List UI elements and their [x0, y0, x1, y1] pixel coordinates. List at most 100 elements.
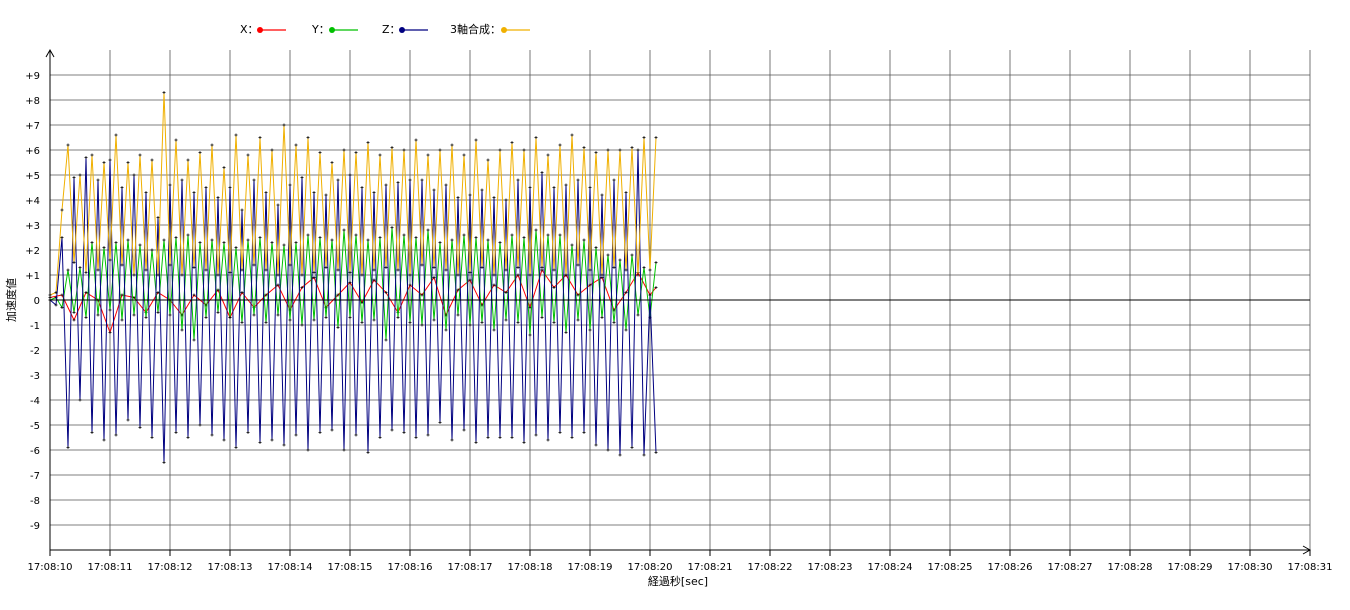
legend-marker	[399, 27, 405, 33]
y-tick-label: -9	[30, 521, 40, 532]
data-point	[408, 321, 412, 324]
data-point	[390, 226, 394, 229]
data-point	[288, 318, 292, 322]
data-point	[582, 238, 586, 242]
data-point	[186, 436, 190, 439]
x-tick-label: 17:08:31	[1288, 562, 1333, 573]
data-point	[588, 283, 592, 287]
data-point	[624, 191, 628, 194]
data-point	[372, 278, 376, 282]
data-point	[534, 228, 538, 232]
data-point	[636, 313, 640, 317]
data-point	[612, 321, 616, 324]
data-point	[330, 161, 334, 164]
data-point	[576, 318, 580, 322]
data-point	[90, 431, 94, 434]
data-point	[84, 316, 88, 319]
data-point	[594, 443, 598, 447]
y-tick-label: -2	[30, 346, 40, 357]
data-point	[108, 258, 112, 262]
data-point	[102, 246, 106, 249]
data-point	[366, 451, 370, 454]
x-tick-label: 17:08:13	[208, 562, 253, 573]
series-layer	[48, 91, 658, 464]
data-point	[582, 146, 586, 149]
data-point	[174, 138, 178, 142]
data-point	[654, 261, 658, 264]
data-point	[390, 146, 394, 149]
data-point	[216, 273, 220, 277]
data-point	[468, 278, 472, 282]
data-point	[354, 233, 358, 237]
data-point	[222, 438, 226, 442]
data-point	[546, 153, 550, 157]
data-point	[180, 328, 184, 332]
data-point	[588, 268, 592, 272]
y-tick-label: +4	[25, 196, 40, 207]
data-point	[366, 238, 370, 242]
data-point	[198, 423, 202, 427]
x-tick-label: 17:08:18	[508, 562, 553, 573]
data-point	[570, 243, 574, 247]
data-point	[114, 241, 118, 244]
data-point	[504, 318, 508, 322]
data-point	[546, 233, 550, 237]
data-point	[252, 263, 256, 267]
data-point	[474, 236, 478, 239]
data-point	[258, 441, 262, 444]
data-point	[420, 293, 424, 297]
data-point	[60, 208, 64, 212]
data-point	[642, 453, 646, 457]
data-point	[72, 311, 76, 314]
data-point	[528, 333, 532, 337]
legend-item: Y：	[311, 23, 358, 36]
data-point	[246, 238, 250, 242]
series-2	[48, 226, 658, 342]
data-point	[474, 138, 478, 142]
data-point	[66, 446, 70, 449]
data-point	[582, 431, 586, 434]
data-point	[528, 273, 532, 277]
data-point	[498, 436, 502, 439]
data-point	[510, 233, 514, 237]
data-point	[54, 303, 58, 307]
x-tick-label: 17:08:12	[148, 562, 193, 573]
data-point	[318, 431, 322, 434]
x-tick-label: 17:08:19	[568, 562, 613, 573]
data-point	[606, 148, 610, 152]
data-point	[468, 193, 472, 197]
legend-marker	[501, 27, 507, 33]
data-point	[132, 313, 136, 317]
data-point	[78, 173, 82, 177]
data-point	[450, 143, 454, 147]
data-point	[156, 216, 160, 219]
data-point	[630, 446, 634, 449]
y-tick-label: -5	[30, 421, 40, 432]
data-point	[72, 318, 76, 322]
data-point	[168, 313, 172, 317]
data-point	[564, 183, 568, 187]
data-point	[246, 431, 250, 434]
data-point	[390, 428, 394, 432]
data-point	[144, 268, 148, 272]
data-point	[642, 266, 646, 269]
data-point	[618, 453, 622, 457]
legend-item: 3軸合成：	[450, 22, 530, 36]
data-point	[270, 438, 274, 442]
data-point	[486, 238, 490, 242]
data-point	[384, 291, 388, 294]
data-point	[372, 268, 376, 272]
data-point	[648, 268, 652, 272]
data-point	[318, 151, 322, 154]
data-point	[498, 148, 502, 152]
data-point	[66, 268, 70, 272]
data-point	[618, 148, 622, 152]
data-point	[456, 196, 460, 199]
data-point	[96, 178, 100, 182]
data-point	[618, 258, 622, 262]
data-point	[138, 426, 142, 429]
y-tick-label: +9	[25, 71, 40, 82]
data-point	[312, 276, 316, 279]
data-point	[504, 268, 508, 272]
data-point	[612, 178, 616, 182]
